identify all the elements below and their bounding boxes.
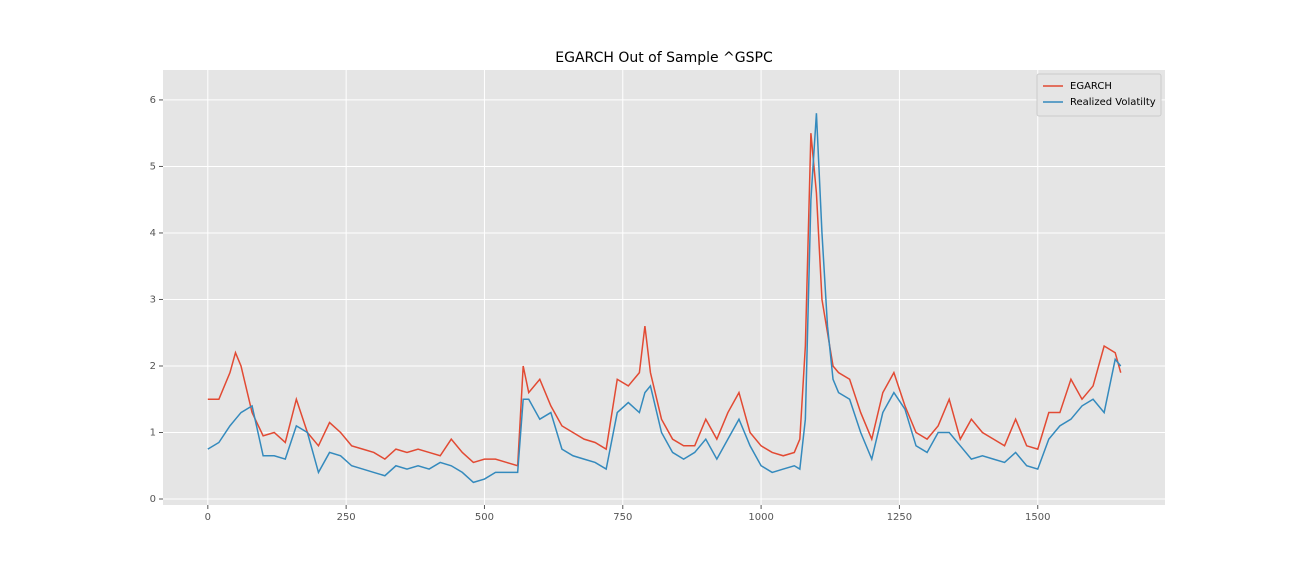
legend-label: Realized Volatilty xyxy=(1070,97,1156,108)
series-line xyxy=(207,133,1122,467)
grid xyxy=(163,70,1165,505)
legend-label: EGARCH xyxy=(1070,81,1112,92)
x-tick-label: 250 xyxy=(337,512,356,523)
x-tick-label: 1000 xyxy=(748,512,773,523)
x-tick-label: 500 xyxy=(475,512,494,523)
y-tick-label: 6 xyxy=(150,95,156,106)
y-tick-label: 4 xyxy=(150,228,156,239)
x-tick-label: 1500 xyxy=(1025,512,1050,523)
legend: EGARCH Realized Volatilty xyxy=(1036,73,1162,117)
y-tick-label: 0 xyxy=(150,494,156,505)
y-tick-label: 1 xyxy=(150,428,156,439)
x-tick-label: 750 xyxy=(613,512,632,523)
y-tick-label: 3 xyxy=(150,294,156,305)
y-tick-label: 5 xyxy=(150,161,156,172)
x-tick-label: 1250 xyxy=(887,512,912,523)
legend-box xyxy=(1036,73,1162,117)
chart-title: EGARCH Out of Sample ^GSPC xyxy=(555,50,773,66)
series-line xyxy=(207,113,1122,484)
x-tick-label: 0 xyxy=(205,512,211,523)
y-tick-label: 2 xyxy=(150,361,156,372)
